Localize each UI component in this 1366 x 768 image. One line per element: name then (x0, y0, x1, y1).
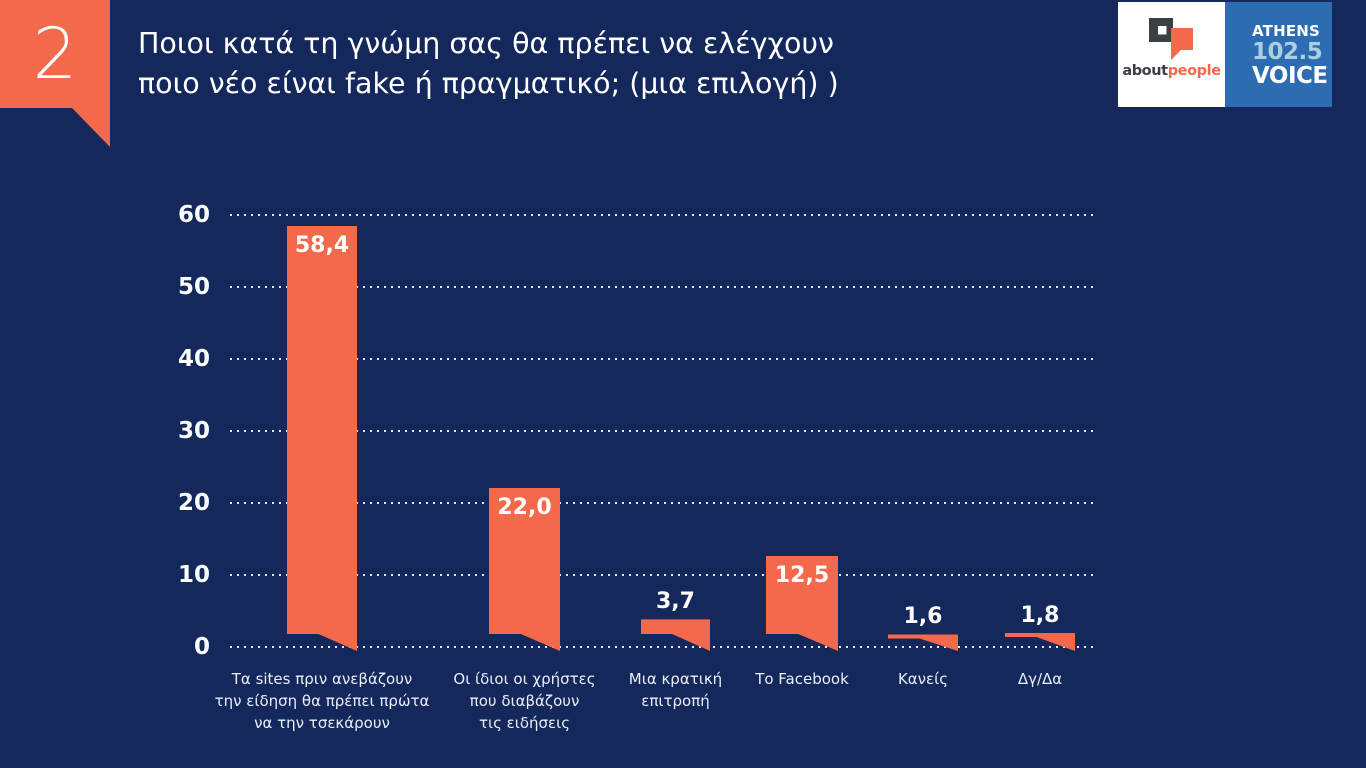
bar-value-label: 1,6 (903, 604, 943, 630)
slide-number: 2 (32, 13, 78, 95)
bar-2 (489, 487, 560, 651)
bar-1 (287, 225, 357, 651)
y-axis-tick-label: 40 (177, 346, 210, 372)
athens-voice-logo: ATHENS 102.5 VOICE (1225, 2, 1332, 107)
gridline-10 (230, 574, 1098, 576)
y-axis-tick-label: 10 (177, 562, 210, 588)
y-axis-tick-label: 50 (177, 274, 210, 300)
athens-voice-line-athens: ATHENS (1252, 22, 1321, 40)
category-label-line: Μια κρατική (628, 670, 723, 688)
bar-6 (1005, 633, 1075, 651)
gridline-30 (230, 430, 1098, 432)
bar-value-label: 1,8 (1020, 603, 1060, 629)
y-axis-tick-label: 60 (177, 202, 210, 228)
slide-title: Ποιοι κατά τη γνώμη σας θα πρέπει να ελέ… (138, 24, 839, 104)
aboutpeople-wordmark-about: about (1122, 63, 1168, 79)
y-axis-tick-label: 0 (193, 634, 210, 660)
athens-voice-line-voice: VOICE (1252, 63, 1328, 89)
bar-value-label: 3,7 (656, 589, 695, 615)
y-axis-tick-label: 30 (177, 418, 210, 444)
category-label-line: τις ειδήσεις (478, 714, 571, 732)
y-axis-tick-label: 20 (177, 490, 210, 516)
gridline-0 (230, 646, 1098, 648)
aboutpeople-wordmark-people: people (1167, 63, 1221, 79)
category-label-line: Τα sites πριν ανεβάζουν (231, 670, 413, 688)
category-label: Τα sites πριν ανεβάζουν την είδηση θα πρέ… (192, 668, 452, 734)
bar-value-label: 12,5 (774, 563, 830, 588)
category-label-line: Οι ίδιοι οι χρήστες (453, 670, 596, 688)
aboutpeople-wordmark: aboutpeople (1118, 63, 1225, 79)
athens-voice-wordmark: ATHENS 102.5 VOICE (1252, 22, 1328, 89)
bar-value-label: 22,0 (497, 494, 552, 520)
category-label: Δγ/Δα (910, 668, 1170, 690)
athens-voice-line-frequency: 102.5 (1252, 39, 1323, 65)
category-label-line: Δγ/Δα (1017, 670, 1063, 688)
category-label: Οι ίδιοι οι χρήστες που διαβάζουν τις ειδή… (395, 668, 655, 734)
category-label: Μια κρατική επιτροπή (546, 668, 806, 712)
category-label: Κανείς (793, 668, 1053, 690)
gridline-20 (230, 502, 1098, 504)
category-label-line: να την τσεκάρουν (254, 714, 390, 732)
category-label-line: επιτροπή (641, 692, 710, 710)
gridline-40 (230, 358, 1098, 360)
bar-5 (888, 634, 958, 651)
aboutpeople-logo: aboutpeople (1118, 2, 1225, 107)
category-label: Το Facebook (672, 668, 932, 690)
category-label-line: που διαβάζουν (469, 692, 580, 710)
gridline-50 (230, 286, 1098, 288)
category-label-line: την είδηση θα πρέπει πρώτα (214, 692, 430, 710)
slide-title-line1: Ποιοι κατά τη γνώμη σας θα πρέπει να ελέ… (138, 27, 834, 60)
gridline-60 (230, 214, 1098, 216)
slide-title-line2: ποιο νέο είναι fake ή πραγματικό; (μια ε… (138, 67, 839, 100)
category-label-line: Κανείς (897, 670, 949, 688)
bar-value-label: 58,4 (294, 232, 350, 258)
aboutpeople-speech-bubbles-icon (1149, 18, 1193, 60)
category-label-line: Το Facebook (755, 670, 849, 688)
